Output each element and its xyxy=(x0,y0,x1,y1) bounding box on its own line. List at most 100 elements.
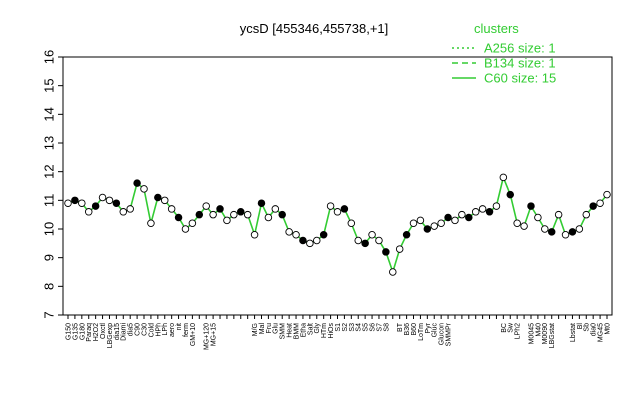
x-tick-label-68: M40 xyxy=(535,323,542,337)
data-point-0-60 xyxy=(478,205,487,213)
data-point-0-43 xyxy=(361,239,369,248)
data-point-0-14 xyxy=(160,196,169,205)
data-point-0-10 xyxy=(133,179,141,187)
data-point-0-28 xyxy=(257,199,266,207)
data-point-0-76 xyxy=(589,202,597,210)
data-point-0-47 xyxy=(389,268,397,276)
legend-label-0: A256 size: 1 xyxy=(484,41,556,56)
x-tick-label-29: Fru xyxy=(266,323,273,334)
data-point-0-72 xyxy=(561,230,570,239)
series-layer xyxy=(64,173,611,276)
data-point-0-8 xyxy=(119,208,128,216)
x-tick-label-45: S7 xyxy=(376,323,383,332)
data-point-0-49 xyxy=(402,230,411,239)
data-point-0-38 xyxy=(326,202,335,210)
data-point-0-19 xyxy=(195,210,204,219)
x-tick-label-64: Sw xyxy=(508,322,515,333)
x-tick-label-5: Oxctl xyxy=(100,323,107,339)
data-point-0-15 xyxy=(167,205,176,213)
x-tick-label-70: LBGstat xyxy=(549,323,556,348)
y-tick-label-0: 7 xyxy=(42,311,57,318)
x-tick-label-53: Gluc xyxy=(432,323,439,338)
x-tick-label-78: Mt0 xyxy=(604,323,611,335)
x-tick-label-46: S8 xyxy=(383,323,390,332)
data-point-0-35 xyxy=(306,239,314,248)
data-point-0-6 xyxy=(105,196,114,205)
data-point-0-50 xyxy=(409,219,418,228)
x-tick-label-63: BC xyxy=(501,323,508,333)
y-tick-label-4: 11 xyxy=(42,194,57,208)
x-tick-label-21: MG+15 xyxy=(211,323,218,346)
x-tick-label-10: C90 xyxy=(135,323,142,336)
x-tick-label-77: MG45 xyxy=(598,323,605,342)
data-point-0-7 xyxy=(112,199,121,207)
data-point-0-37 xyxy=(319,230,328,239)
data-point-0-59 xyxy=(471,208,480,216)
x-tick-label-8: Diami xyxy=(121,323,128,341)
x-tick-label-74: Bl xyxy=(577,323,584,330)
x-tick-label-16: nit xyxy=(176,323,183,330)
y-tick-label-8: 15 xyxy=(42,78,57,92)
data-point-0-13 xyxy=(154,193,162,202)
x-tick-label-41: S3 xyxy=(349,323,356,332)
data-point-0-44 xyxy=(368,230,376,239)
x-tick-label-67: M0045 xyxy=(528,323,535,345)
data-point-0-36 xyxy=(313,236,321,245)
x-tick-label-43: S5 xyxy=(363,323,370,332)
x-tick-label-40: S2 xyxy=(342,323,349,332)
data-point-0-29 xyxy=(264,213,273,222)
x-tick-label-3: Paraq xyxy=(86,323,93,342)
data-point-0-65 xyxy=(513,219,521,228)
x-tick-label-32: Heat xyxy=(287,323,294,338)
data-point-0-0 xyxy=(64,199,72,207)
x-tick-label-6: LBGexp xyxy=(107,323,114,348)
x-tick-label-30: Glu xyxy=(273,323,280,334)
data-point-0-66 xyxy=(520,222,528,230)
x-tick-label-18: GM+10 xyxy=(190,323,197,346)
x-tick-label-9: dia5 xyxy=(128,323,135,336)
data-point-0-74 xyxy=(575,225,584,233)
data-point-0-23 xyxy=(223,216,231,225)
data-point-0-53 xyxy=(430,222,438,230)
data-point-0-54 xyxy=(437,219,445,228)
x-tick-label-52: Pyr xyxy=(425,322,432,333)
y-tick-label-3: 10 xyxy=(42,222,57,236)
data-point-0-26 xyxy=(243,210,252,219)
data-point-0-24 xyxy=(230,210,238,219)
legend-label-1: B134 size: 1 xyxy=(484,56,556,71)
data-point-0-64 xyxy=(506,190,515,199)
x-tick-label-7: dia15 xyxy=(114,323,121,340)
x-tick-label-65: LPh2 xyxy=(515,323,522,339)
x-tick-label-2: G180 xyxy=(79,323,86,340)
x-tick-label-39: S1 xyxy=(335,323,342,332)
data-point-0-1 xyxy=(71,196,79,205)
data-point-0-4 xyxy=(91,202,100,210)
x-tick-label-51: LoTm xyxy=(418,323,425,341)
legend-title: clusters xyxy=(474,21,519,36)
data-point-0-63 xyxy=(499,173,508,182)
data-point-0-32 xyxy=(285,228,293,236)
x-tick-label-55: SMMPr xyxy=(446,322,453,346)
data-point-0-75 xyxy=(582,210,591,219)
data-point-0-25 xyxy=(237,208,245,216)
data-point-0-56 xyxy=(451,216,459,225)
y-tick-label-9: 16 xyxy=(42,50,57,64)
x-tick-label-1: G135 xyxy=(72,323,79,340)
x-tick-label-31: SMM xyxy=(280,323,287,340)
x-tick-label-27: M/G xyxy=(252,323,259,336)
data-point-0-39 xyxy=(333,208,342,216)
x-tick-label-4: H2O2 xyxy=(93,323,100,341)
data-point-0-46 xyxy=(382,248,390,256)
x-tick-label-38: HiOs xyxy=(328,323,335,339)
y-tick-label-5: 12 xyxy=(42,164,57,178)
data-point-0-52 xyxy=(423,225,432,233)
data-point-0-71 xyxy=(554,210,563,219)
x-tick-label-76: dia0 xyxy=(591,323,598,336)
x-tick-label-14: LPh xyxy=(162,323,169,336)
x-tick-label-37: HTm xyxy=(321,323,328,338)
y-tick-label-6: 13 xyxy=(42,136,57,150)
data-point-0-48 xyxy=(395,245,404,253)
x-tick-label-36: Gly xyxy=(314,323,321,334)
data-point-0-78 xyxy=(603,190,611,199)
